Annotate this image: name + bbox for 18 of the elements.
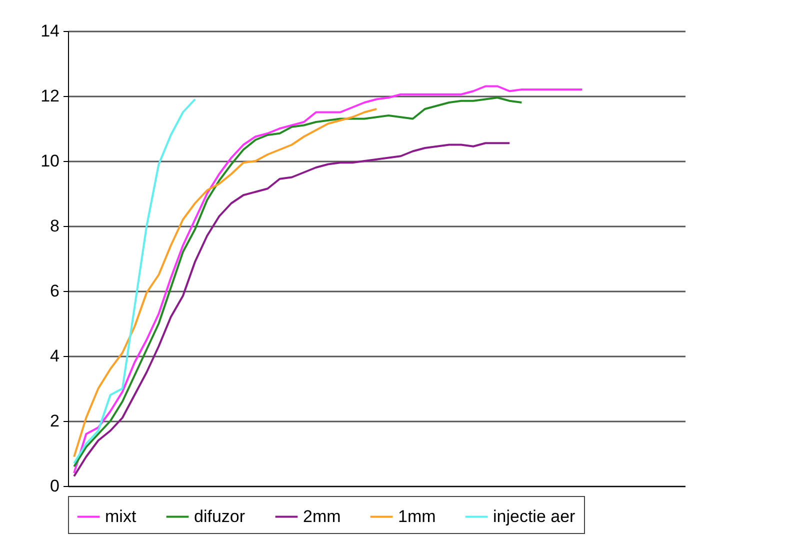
legend-label: injectie aer xyxy=(493,506,576,526)
y-tick-label: 10 xyxy=(40,152,60,170)
legend-label: difuzor xyxy=(194,506,246,526)
legend-label: mixt xyxy=(105,506,136,526)
y-tick-label: 12 xyxy=(40,86,60,106)
line-series xyxy=(73,98,196,464)
legend-label: 2mm xyxy=(303,506,341,526)
line-series xyxy=(73,142,511,478)
y-tick-label: 8 xyxy=(50,216,60,236)
y-tick-label: 4 xyxy=(50,346,60,366)
line-series xyxy=(73,96,523,468)
y-tick-label: 2 xyxy=(50,412,60,430)
y-tick-label: 6 xyxy=(50,282,60,300)
legend-label: 1mm xyxy=(398,506,436,526)
y-tick-label: 14 xyxy=(40,22,60,40)
line-series xyxy=(73,108,378,458)
line-series xyxy=(73,85,584,474)
y-tick-label: 0 xyxy=(50,476,60,496)
